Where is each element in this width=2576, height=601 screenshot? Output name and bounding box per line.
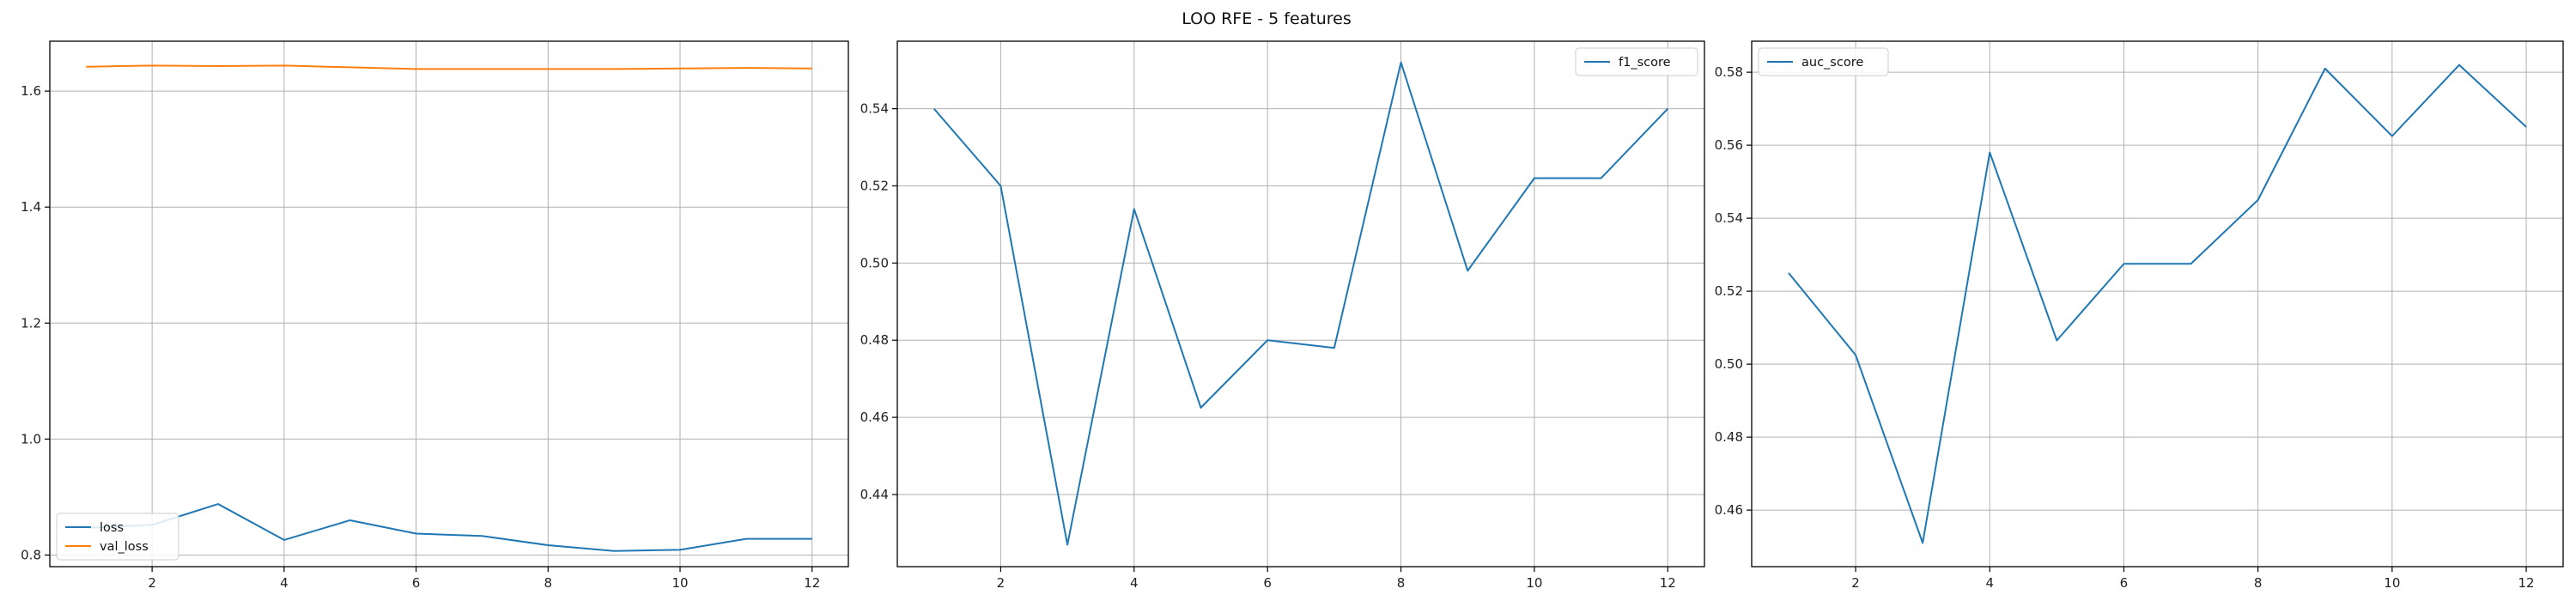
chart2-legend: f1_score <box>1575 47 1698 76</box>
chart3-series-line-auc_score <box>1788 64 2527 544</box>
chart2-xtick-label: 12 <box>1660 575 1676 591</box>
chart3-xtick-label: 4 <box>1985 575 1994 591</box>
chart2-series-line-f1_score <box>933 61 1668 546</box>
chart2-ytick-label: 0.52 <box>860 179 889 194</box>
chart1-xtick-label: 12 <box>804 575 820 591</box>
chart3-ytick-label: 0.48 <box>1715 429 1743 445</box>
figure-suptitle: LOO RFE - 5 features <box>1182 9 1352 28</box>
chart2-xtick-label: 2 <box>997 575 1005 591</box>
chart2-xtick-label: 10 <box>1526 575 1542 591</box>
chart2-legend-label-f1_score: f1_score <box>1619 56 1671 70</box>
chart1-xtick-label: 6 <box>412 575 421 591</box>
chart2-ytick-label: 0.54 <box>860 101 889 117</box>
chart2-ytick-label: 0.44 <box>860 487 889 502</box>
chart3-xtick-label: 2 <box>1851 575 1860 591</box>
chart1-xtick-label: 8 <box>544 575 553 591</box>
chart2-ytick-label: 0.50 <box>860 255 889 270</box>
chart2-panel: 2 4 6 8 10 12 0.44 0.46 0.48 0.50 0.52 0.54 f1_score <box>860 40 1705 591</box>
chart1-ytick-label: 1.2 <box>21 315 41 331</box>
chart1-legend-label-val_loss: val_loss <box>100 540 149 554</box>
chart1-series-line-val_loss <box>86 64 812 70</box>
chart1-legend-box <box>56 513 179 561</box>
chart3-legend-label-auc_score: auc_score <box>1801 56 1863 70</box>
chart3-ytick-label: 0.58 <box>1715 64 1743 80</box>
chart1-legend-label-loss: loss <box>100 521 124 535</box>
chart3-xtick-label: 12 <box>2518 575 2534 591</box>
chart1-ytick-label: 1.0 <box>21 431 41 446</box>
chart3-ytick-label: 0.46 <box>1715 502 1743 518</box>
chart3-xtick-label: 6 <box>2120 575 2129 591</box>
chart2-ytick-label: 0.48 <box>860 332 889 348</box>
chart1-panel: 2 4 6 8 10 12 0.8 1.0 1.2 1.4 1.6 loss val_loss <box>21 40 849 591</box>
chart1-xtick-label: 4 <box>280 575 289 591</box>
chart2-xtick-label: 4 <box>1130 575 1139 591</box>
chart3-ytick-label: 0.56 <box>1715 137 1743 153</box>
chart3-legend: auc_score <box>1758 47 1889 76</box>
chart3-xtick-label: 10 <box>2384 575 2400 591</box>
chart1-xtick-label: 2 <box>148 575 156 591</box>
chart1-legend: loss val_loss <box>56 513 179 561</box>
chart3-xtick-label: 8 <box>2254 575 2263 591</box>
chart1-xtick-label: 10 <box>671 575 688 591</box>
chart3-ytick-label: 0.52 <box>1715 283 1743 299</box>
chart2-xtick-label: 6 <box>1263 575 1272 591</box>
chart1-ytick-label: 1.4 <box>21 199 41 215</box>
chart3-legend-box <box>1758 47 1889 76</box>
chart2-xtick-label: 8 <box>1397 575 1406 591</box>
chart1-series-line-loss <box>86 503 812 552</box>
chart1-axes-frame <box>49 40 849 568</box>
chart2-axes-frame <box>896 40 1705 568</box>
chart3-axes-frame <box>1751 40 2564 568</box>
chart3-panel: 2 4 6 8 10 12 0.46 0.48 0.50 0.52 0.54 0.56 0.58 auc_… <box>1715 40 2564 591</box>
chart1-ytick-label: 1.6 <box>21 83 41 99</box>
chart3-ytick-label: 0.54 <box>1715 210 1743 226</box>
chart3-ytick-label: 0.50 <box>1715 356 1743 372</box>
chart1-ytick-label: 0.8 <box>21 547 41 562</box>
chart2-legend-box <box>1575 47 1698 76</box>
chart2-ytick-label: 0.46 <box>860 410 889 425</box>
charts-container: 2 4 6 8 10 12 0.8 1.0 1.2 1.4 1.6 loss val_loss 2 4 6 8 1… <box>21 40 2564 591</box>
